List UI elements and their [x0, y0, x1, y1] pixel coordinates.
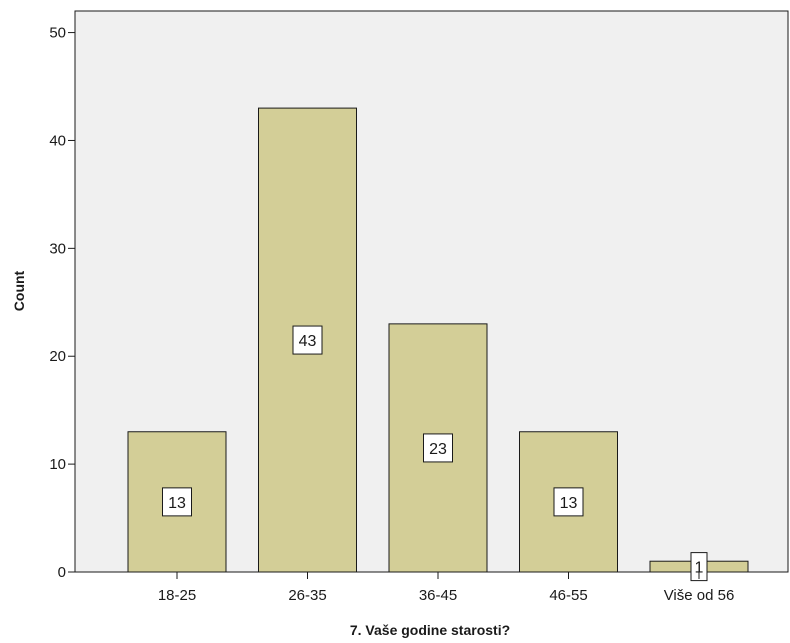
x-tick-label: 36-45	[419, 587, 457, 604]
y-axis: 0 10 20 30 40 50	[49, 25, 75, 581]
data-label-box	[292, 325, 323, 355]
data-label: 13	[168, 495, 186, 512]
x-tick-label: 18-25	[158, 587, 196, 604]
y-tick-label: 20	[49, 348, 66, 365]
data-label: 23	[429, 441, 447, 458]
data-label: 43	[299, 333, 317, 350]
y-tick-label: 0	[58, 564, 66, 581]
x-axis-title: 7. Vaše godine starosti?	[350, 622, 510, 638]
y-axis-title: Count	[11, 270, 27, 311]
x-tick-label: Više od 56	[664, 587, 735, 604]
data-label: 13	[560, 495, 578, 512]
data-label-box	[423, 433, 453, 463]
data-label-box	[690, 552, 708, 582]
bars-group: 13 43 23 13 1	[127, 107, 749, 582]
y-tick-label: 50	[49, 25, 66, 42]
data-label-box	[553, 487, 584, 517]
x-axis: 18-25 26-35 36-45 46-55 Više od 56	[158, 572, 735, 604]
y-tick-label: 30	[49, 240, 66, 257]
data-label-box	[162, 487, 192, 517]
x-tick-label: 46-55	[549, 587, 587, 604]
y-tick-label: 40	[49, 132, 66, 149]
y-tick-label: 10	[49, 456, 66, 473]
data-label: 1	[695, 560, 704, 577]
x-tick-label: 26-35	[288, 587, 326, 604]
bar-26-35	[258, 107, 357, 573]
